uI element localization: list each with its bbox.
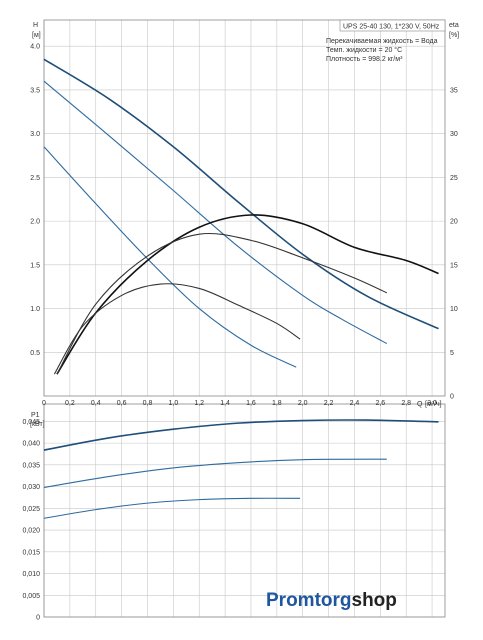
x-tick-label: 1,6: [246, 400, 256, 407]
chart-title-box: [339, 19, 446, 32]
lower-grid: [43, 404, 445, 618]
x-tick-label: 1,0: [168, 400, 178, 407]
y2-tick-label-eta: 10: [450, 306, 458, 313]
brand-logo-part2: shop: [352, 590, 397, 611]
y-tick-label-p1: 0,005: [22, 593, 40, 600]
power-curve-3: [43, 497, 301, 519]
info-line-density: Плотность = 998.2 кг/м³: [326, 56, 403, 63]
y2-tick-label-eta: 5: [450, 350, 454, 357]
brand-logo: Promtorgshop: [266, 590, 397, 611]
x-tick-label: 2,2: [324, 400, 334, 407]
lower-series: [43, 419, 439, 519]
x-tick-label: 1,4: [220, 400, 230, 407]
x-tick-label: 3,0: [427, 400, 437, 407]
efficiency-curve-1: [56, 214, 439, 375]
y2-axis-label-eta: eta: [449, 22, 459, 29]
y2-tick-label-eta: 25: [450, 175, 458, 182]
x-tick-label: 2,0: [298, 400, 308, 407]
head-curve-2: [43, 80, 388, 345]
x-tick-label: 1,8: [272, 400, 282, 407]
power-curve-1: [43, 419, 439, 451]
y-tick-label-h: 4.0: [30, 44, 40, 51]
y-tick-label-p1: 0,035: [22, 462, 40, 469]
x-tick-label: 0,8: [143, 400, 153, 407]
y-tick-label-p1: 0,030: [22, 484, 40, 491]
x-tick-label: 0: [42, 400, 46, 407]
y2-axis-unit-eta: [%]: [449, 32, 459, 39]
efficiency-curve-2: [56, 232, 388, 375]
x-tick-label: 1,2: [194, 400, 204, 407]
y2-tick-label-eta: 15: [450, 262, 458, 269]
x-axis-label-q: Q: [417, 401, 423, 408]
y2-tick-label-eta: 35: [450, 87, 458, 94]
upper-series: [43, 58, 439, 375]
y-tick-label-p1: 0,015: [22, 549, 40, 556]
x-tick-label: 0,2: [65, 400, 75, 407]
y-tick-label-h: 2.5: [30, 175, 40, 182]
y2-tick-label-eta: 20: [450, 219, 458, 226]
info-line-fluid: Перекачиваемая жидкость = Вода: [326, 38, 438, 45]
x-tick-label: 2,8: [401, 400, 411, 407]
lower-plot-frame: [43, 403, 446, 618]
y-tick-label-p1: 0,020: [22, 528, 40, 535]
head-curve-1: [43, 58, 439, 330]
y-tick-label-h: 1.5: [30, 262, 40, 269]
lower-tick-labels: 0 0,005 0,010 0,015 0,020 0,025 0,030 0,035 0,04…: [22, 419, 40, 622]
y2-tick-label-eta: 30: [450, 131, 458, 138]
y-tick-label-h: 3.0: [30, 131, 40, 138]
y-tick-label-p1: 0,025: [22, 506, 40, 513]
y-axis-unit-p1: [кВт]: [30, 421, 45, 428]
brand-logo-part1: Promtorg: [266, 590, 352, 611]
y-tick-label-h: 1.0: [30, 306, 40, 313]
y-tick-label-h: 3.5: [30, 87, 40, 94]
info-line-temperature: Темп. жидкости = 20 °C: [326, 46, 402, 54]
svg-text:Promtorgshop: Promtorgshop: [266, 590, 397, 611]
efficiency-curve-3: [53, 283, 301, 375]
y-axis-label-h: H: [33, 22, 38, 29]
chart-title: UPS 25-40 130, 1*230 V, 50Hz: [343, 24, 440, 31]
y-axis-label-p1: P1: [31, 412, 40, 419]
x-tick-label: 2,4: [350, 400, 360, 407]
y2-tick-label-eta: 0: [450, 394, 454, 401]
x-tick-label: 0,4: [91, 400, 101, 407]
y-tick-label-p1: 0,040: [22, 441, 40, 448]
x-tick-label: 0,6: [117, 400, 127, 407]
power-curve-2: [43, 458, 387, 489]
y-tick-label-h: 2.0: [30, 219, 40, 226]
y-axis-unit-h: [м]: [32, 32, 41, 39]
upper-plot-frame: [43, 19, 446, 397]
y-tick-label-p1: 0: [36, 615, 40, 622]
head-curve-3: [43, 146, 297, 368]
y-tick-label-h: 0.5: [30, 350, 40, 357]
y-tick-label-p1: 0,045: [22, 419, 40, 426]
upper-tick-labels: 0 0,2 0,4 0,6 0,8 1,0 1,2 1,4 1,6 1,8 2,0 2,2 2,4 2,6…: [30, 44, 458, 407]
y-tick-label-p1: 0,010: [22, 571, 40, 578]
x-tick-label: 2,6: [375, 400, 385, 407]
x-axis-unit-q: [м³/ч]: [425, 401, 442, 408]
